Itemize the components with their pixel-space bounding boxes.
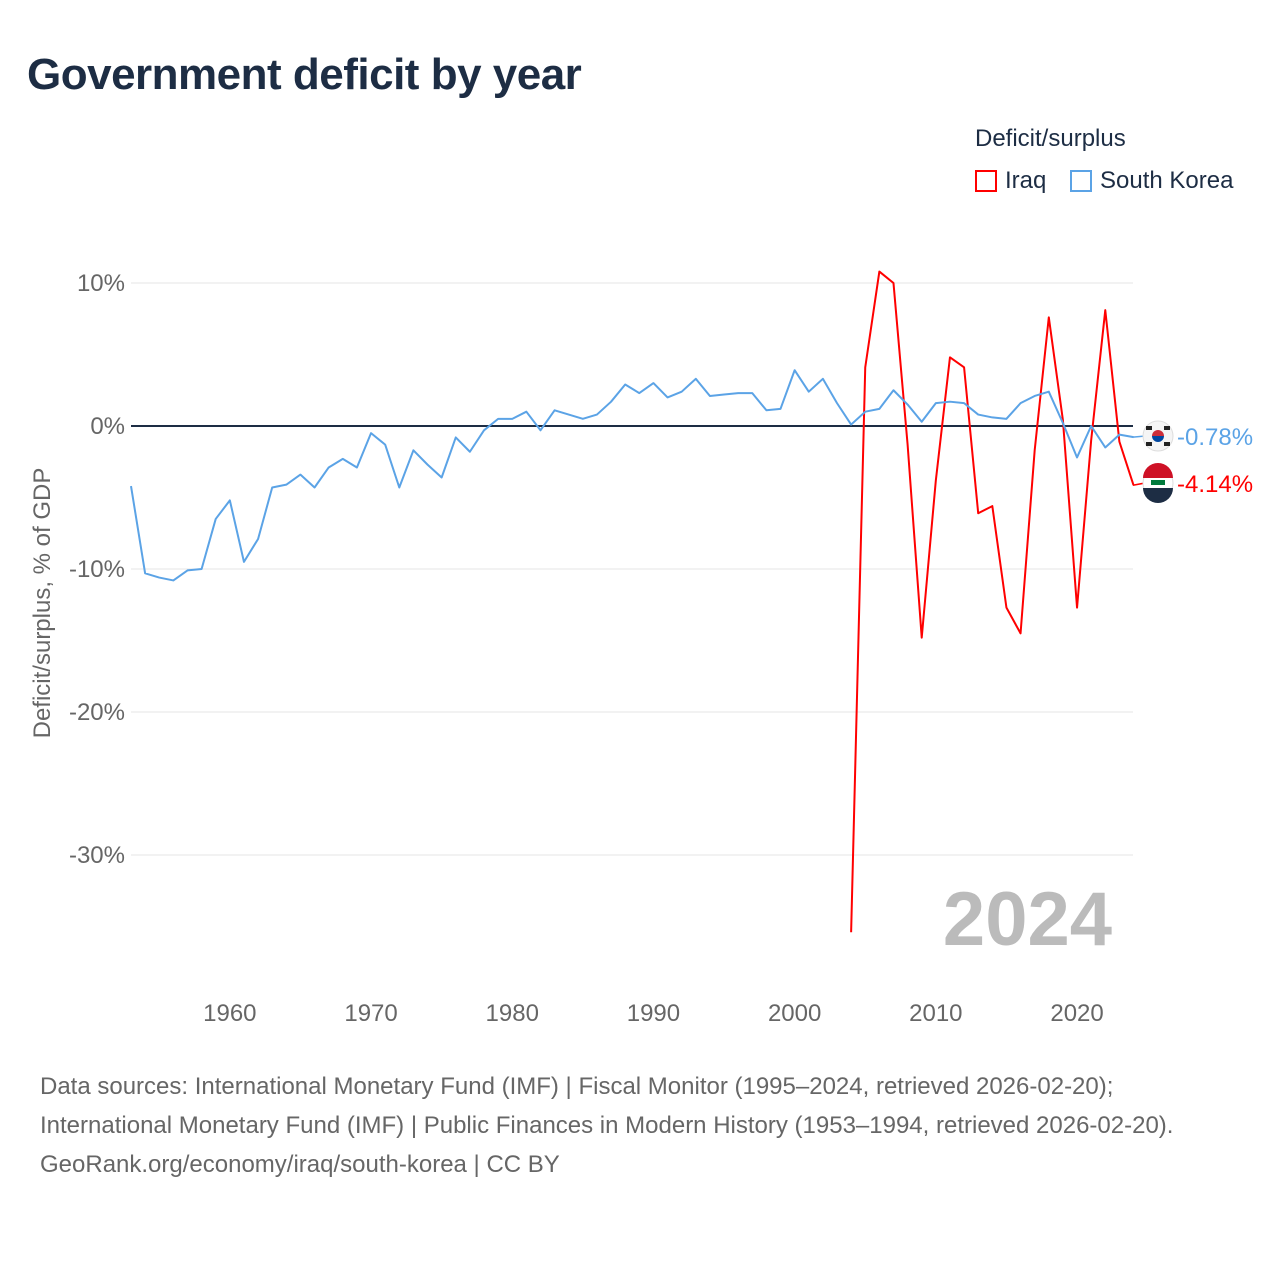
x-tick-label: 2010 bbox=[909, 1000, 962, 1027]
series-line-iraq bbox=[850, 270, 1135, 933]
legend-item-south-korea[interactable]: South Korea bbox=[1070, 167, 1233, 195]
credit-link[interactable]: GeoRank.org/economy/iraq/south-korea | C… bbox=[40, 1151, 560, 1178]
y-tick-label: -10% bbox=[69, 556, 125, 583]
flag-trigram bbox=[1146, 442, 1152, 446]
chart-area: 10% 0% -10% -20% -30% 1960 1970 1980 1990 2000 201… bbox=[29, 270, 1253, 1027]
flag-taeguk-red bbox=[1152, 430, 1164, 436]
flag-trigram bbox=[1146, 426, 1152, 430]
legend-item-iraq[interactable]: Iraq bbox=[975, 167, 1046, 195]
x-tick-label: 1990 bbox=[627, 1000, 680, 1027]
legend-swatch-iraq bbox=[975, 170, 997, 192]
legend-label: South Korea bbox=[1100, 167, 1234, 194]
end-value-label: -0.78% bbox=[1177, 424, 1253, 451]
series-line-south-korea bbox=[130, 369, 1134, 582]
flag-black-stripe bbox=[1143, 488, 1173, 503]
legend-label: Iraq bbox=[1005, 167, 1047, 194]
iraq-flag-icon bbox=[1142, 463, 1174, 503]
year-overlay: 2024 bbox=[943, 877, 1112, 962]
legend-swatch-south-korea bbox=[1070, 170, 1092, 192]
chart-title: Government deficit by year bbox=[27, 50, 582, 99]
y-tick-label: -20% bbox=[69, 699, 125, 726]
x-tick-label: 1970 bbox=[344, 1000, 397, 1027]
y-tick-label: 10% bbox=[77, 270, 125, 297]
end-value-label: -4.14% bbox=[1177, 471, 1253, 498]
x-tick-label: 2000 bbox=[768, 1000, 821, 1027]
flag-taeguk-blue bbox=[1152, 436, 1164, 442]
x-tick-label: 2020 bbox=[1050, 1000, 1103, 1027]
y-axis-label: Deficit/surplus, % of GDP bbox=[29, 468, 56, 739]
y-tick-label: 0% bbox=[90, 413, 125, 440]
flag-trigram bbox=[1164, 442, 1170, 446]
x-tick-label: 1960 bbox=[203, 1000, 256, 1027]
data-sources: Data sources: International Monetary Fun… bbox=[40, 1073, 1174, 1139]
south-korea-flag-icon bbox=[1142, 420, 1174, 452]
x-tick-label: 1980 bbox=[486, 1000, 539, 1027]
legend-title: Deficit/surplus bbox=[975, 125, 1126, 152]
flag-trigram bbox=[1164, 426, 1170, 430]
footer: Data sources: International Monetary Fun… bbox=[40, 1067, 1240, 1184]
flag-red-stripe bbox=[1143, 463, 1173, 478]
flag-script bbox=[1151, 480, 1165, 485]
y-tick-label: -30% bbox=[69, 842, 125, 869]
